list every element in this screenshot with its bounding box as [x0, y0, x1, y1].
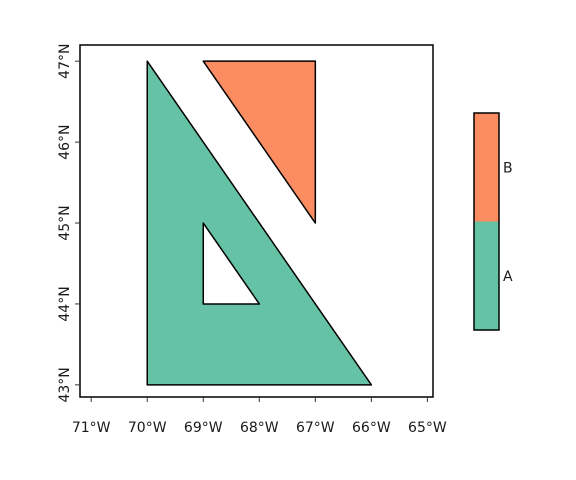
map-polygons [146, 60, 373, 386]
y-tick-label: 44°N [57, 286, 73, 321]
legend-label-b: B [503, 160, 513, 176]
legend-label-a: A [503, 269, 513, 285]
legend-swatch-a [474, 221, 499, 330]
polygon-a [146, 60, 373, 386]
polygon-b [202, 60, 317, 224]
map-axes: 71°W 70°W 69°W 68°W 67°W 66°W 65°W 43°N 44°N 45°N… [57, 44, 447, 436]
x-tick-label: 68°W [240, 420, 279, 436]
legend-border [473, 112, 500, 331]
y-tick-label: 45°N [57, 205, 73, 240]
y-tick-label: 43°N [57, 367, 73, 402]
x-tick-label: 65°W [408, 420, 447, 436]
y-tick-label: 46°N [57, 124, 73, 159]
map-panel-border [79, 44, 434, 398]
x-tick-label: 69°W [184, 420, 223, 436]
x-tick-label: 66°W [352, 420, 391, 436]
x-tick-label: 70°W [128, 420, 167, 436]
legend: AB [473, 112, 513, 331]
legend-swatch-b [474, 113, 499, 222]
y-tick-label: 47°N [57, 44, 73, 79]
x-tick-label: 71°W [72, 420, 111, 436]
x-tick-label: 67°W [296, 420, 335, 436]
